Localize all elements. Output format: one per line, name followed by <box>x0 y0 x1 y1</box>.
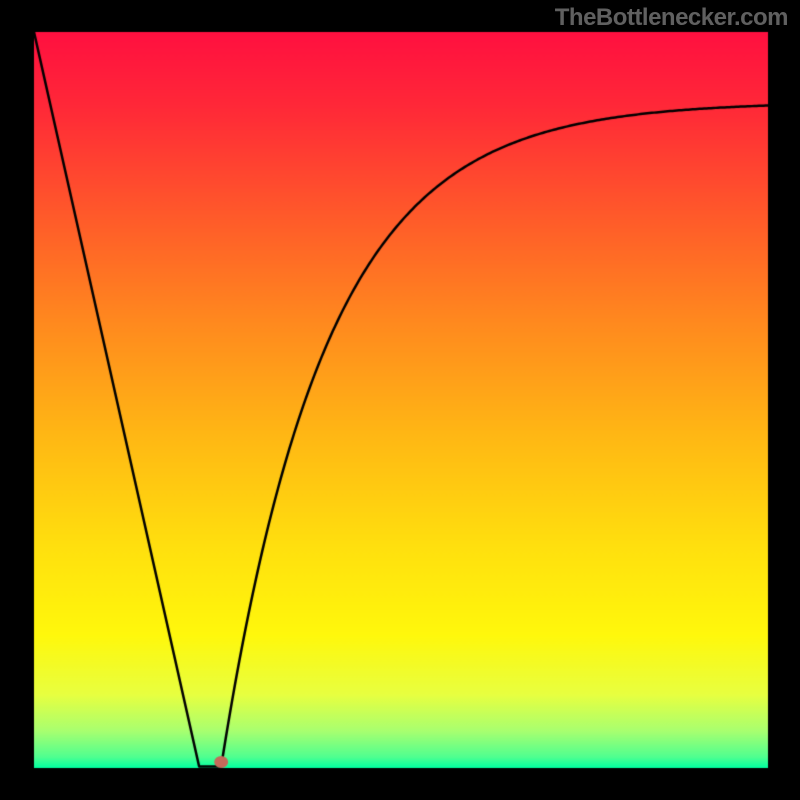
watermark-text: TheBottlenecker.com <box>555 4 788 32</box>
bottleneck-chart-canvas <box>0 0 800 800</box>
